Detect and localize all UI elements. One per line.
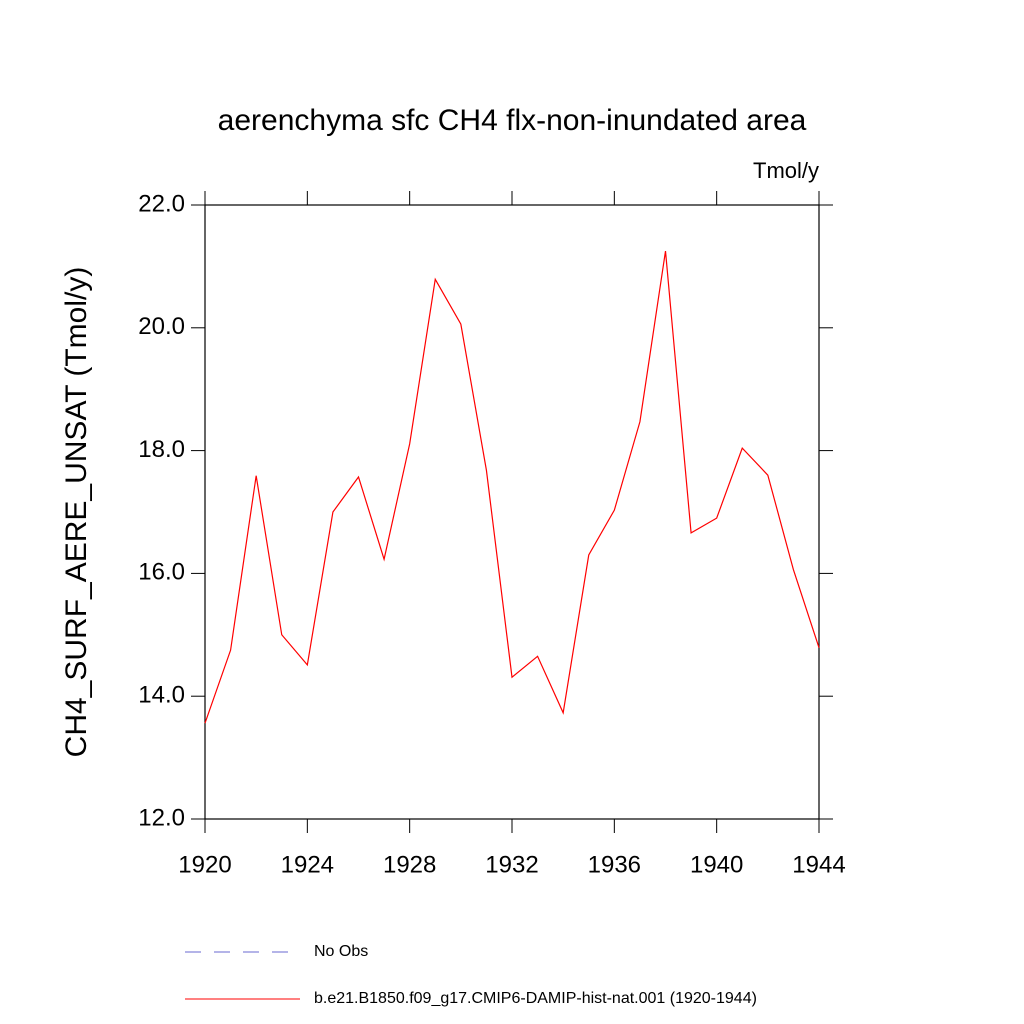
y-tick-label: 16.0 xyxy=(138,559,185,586)
data-line xyxy=(204,250,820,724)
units-label: Tmol/y xyxy=(753,158,819,183)
legend-label: No Obs xyxy=(314,943,368,960)
y-tick-label: 14.0 xyxy=(138,682,185,709)
y-tick-label: 20.0 xyxy=(138,313,185,340)
x-tick-label: 1944 xyxy=(792,851,845,878)
x-tick-label: 1928 xyxy=(383,851,436,878)
x-tick-label: 1932 xyxy=(485,851,538,878)
x-tick-label: 1920 xyxy=(178,851,231,878)
legend-label: b.e21.B1850.f09_g17.CMIP6-DAMIP-hist-nat… xyxy=(314,990,757,1007)
plot-frame xyxy=(204,204,820,820)
y-tick-label: 18.0 xyxy=(138,436,185,463)
x-tick-label: 1936 xyxy=(588,851,641,878)
y-tick-label: 12.0 xyxy=(138,804,185,831)
x-tick-label: 1924 xyxy=(281,851,334,878)
chart-title: aerenchyma sfc CH4 flx-non-inundated are… xyxy=(218,104,807,137)
x-tick-label: 1940 xyxy=(690,851,743,878)
y-axis-label: CH4_SURF_AERE_UNSAT (Tmol/y) xyxy=(60,267,93,758)
y-tick-label: 22.0 xyxy=(138,190,185,217)
